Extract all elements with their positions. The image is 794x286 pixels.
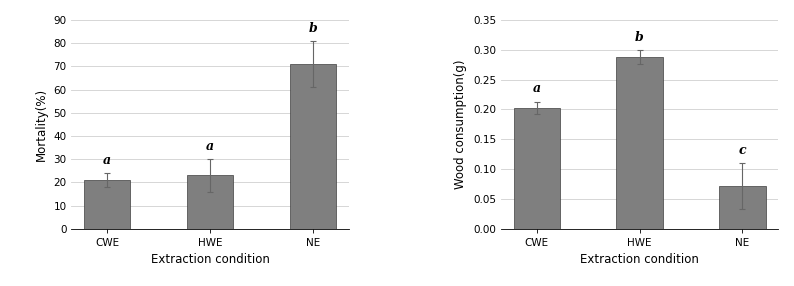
Text: a: a <box>533 82 541 96</box>
Bar <box>290 64 336 229</box>
Text: b: b <box>635 31 644 43</box>
Bar <box>616 57 663 229</box>
Bar <box>514 108 560 229</box>
Text: a: a <box>206 140 214 153</box>
Bar <box>187 175 233 229</box>
Y-axis label: Mortality(%): Mortality(%) <box>35 88 48 161</box>
Text: a: a <box>103 154 111 167</box>
Text: b: b <box>309 22 318 35</box>
X-axis label: Extraction condition: Extraction condition <box>151 253 269 266</box>
Bar <box>719 186 765 229</box>
X-axis label: Extraction condition: Extraction condition <box>580 253 699 266</box>
Y-axis label: Wood consumption(g): Wood consumption(g) <box>454 60 468 189</box>
Bar <box>84 180 130 229</box>
Text: c: c <box>738 144 746 157</box>
